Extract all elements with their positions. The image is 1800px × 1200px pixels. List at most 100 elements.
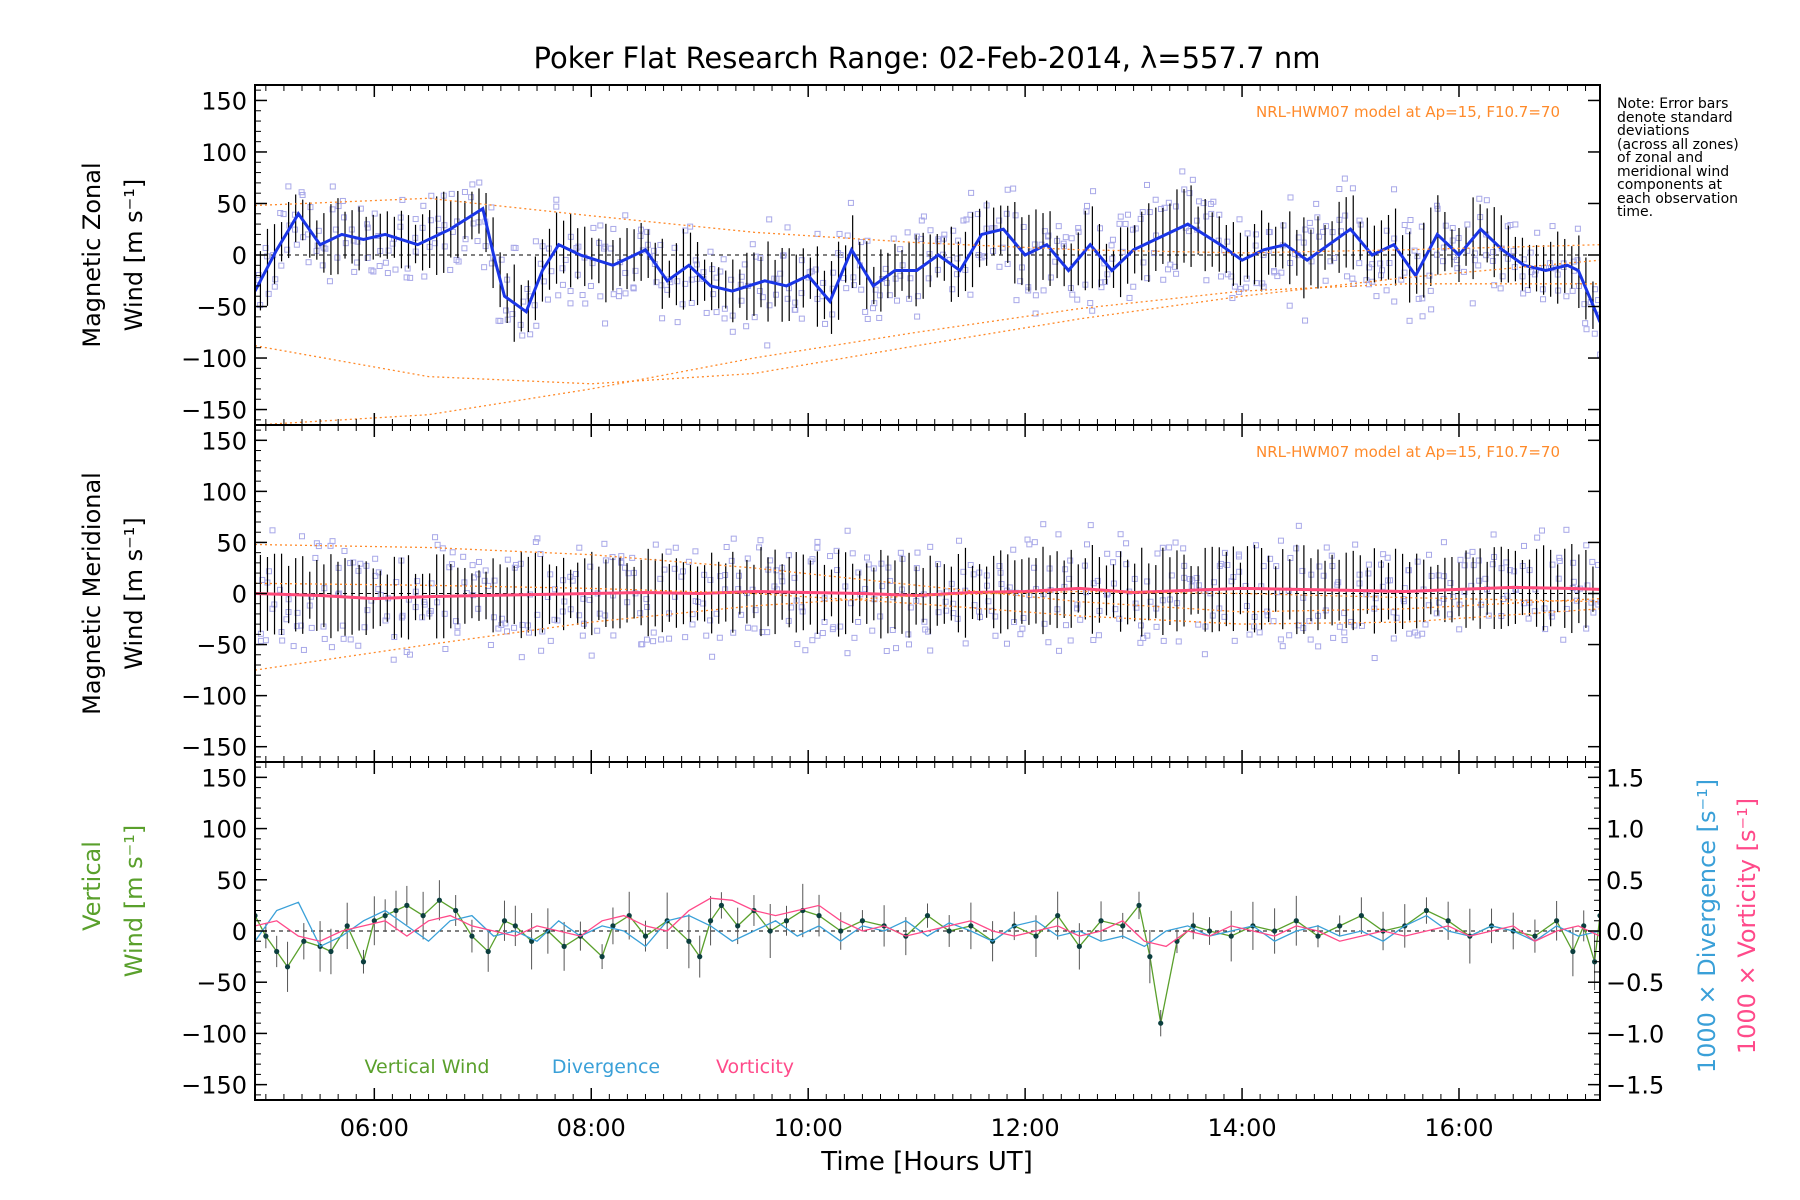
zone-point [1132,225,1139,232]
zone-point [461,188,468,195]
zone-point [897,246,904,253]
zone-point [1491,282,1498,289]
zone-point [1366,264,1373,271]
zone-point [1349,185,1356,192]
zone-point [567,300,574,307]
y-axis-label-line2: Wind [m s⁻¹] [120,179,148,331]
vertical-wind-point [599,954,605,960]
zone-point [519,621,526,628]
zone-point [279,637,286,644]
zone-point [399,612,406,619]
zone-point [764,342,771,349]
zone-point [1379,583,1386,590]
y-ticks: −150 −100 −50 0 50 100 150 [181,427,1600,762]
zone-point [265,568,272,575]
zone-point [518,654,525,661]
zone-point [1019,625,1026,632]
zone-point [1510,247,1517,254]
zone-point [1193,575,1200,582]
zone-point [1130,283,1137,290]
zone-point [1124,211,1131,218]
zone-point [926,251,933,258]
vertical-wind-point [469,933,475,939]
zone-point [544,296,551,303]
vertical-wind-point [1206,928,1213,934]
zone-point [872,286,879,293]
zone-point [397,214,404,221]
zone-point [751,625,758,632]
zone-point [744,555,751,562]
zone-point [1221,549,1228,556]
zone-point [335,564,342,571]
zone-point [1137,215,1144,222]
zone-point [798,290,805,297]
zone-point [1151,250,1158,257]
zone-point [960,217,967,224]
zone-point [432,534,439,541]
zone-point [537,550,544,557]
legend: Vertical Wind Divergence Vorticity [365,1056,795,1078]
zone-point [779,252,786,259]
zone-point [537,260,544,267]
zone-point [1330,634,1337,641]
zone-point [1464,552,1471,559]
zone-point [1277,537,1284,544]
zone-point [1335,579,1342,586]
zone-point [1549,561,1556,568]
zone-point [326,278,333,285]
zone-point [784,295,791,302]
legend-item: Vorticity [716,1056,794,1078]
zone-point [553,203,560,210]
zone-point [1422,621,1429,628]
zone-point [498,622,505,629]
zone-point [1172,203,1179,210]
zone-point [1560,636,1567,643]
zone-point [905,631,912,638]
zone-point [814,544,821,551]
zone-point [1405,567,1412,574]
zone-point [1090,188,1097,195]
zone-point [1045,232,1052,239]
y-tick-label: −100 [181,1020,247,1048]
zone-point [720,256,727,263]
zone-point [1426,551,1433,558]
zone-point [914,293,921,300]
y-tick-label: −150 [181,397,247,425]
zone-point [610,632,617,639]
zone-point [1094,577,1101,584]
zone-point [1390,635,1397,642]
zone-point [601,540,608,547]
zone-point [1154,550,1161,557]
zone-point [630,285,637,292]
zone-point [1300,594,1307,601]
zone-point [798,257,805,264]
zone-point [1166,544,1173,551]
zone-point [644,228,651,235]
zone-point [1570,559,1577,566]
zone-point [1507,567,1514,574]
figure-title: Poker Flat Research Range: 02-Feb-2014, … [534,41,1321,75]
zone-point [682,634,689,641]
zone-point [1415,295,1422,302]
zone-point [1352,541,1359,548]
zone-point [1483,231,1490,238]
zone-point [1109,236,1116,243]
zone-point [1414,558,1421,565]
zone-point [481,577,488,584]
zone-point [461,245,468,252]
zone-point [1435,572,1442,579]
zone-point [757,254,764,261]
vertical-wind-point [1228,933,1234,939]
vertical-wind-point [968,923,974,929]
zone-point [531,302,538,309]
vertical-wind-point [697,954,703,960]
zone-point [548,268,555,275]
zone-point [1246,631,1253,638]
zone-point [1267,555,1274,562]
zone-point [1020,223,1027,230]
zone-point [1406,317,1413,324]
zone-point [1244,230,1251,237]
zone-point [1104,271,1111,278]
zone-point [1323,223,1330,230]
vertical-wind-point [707,918,714,924]
